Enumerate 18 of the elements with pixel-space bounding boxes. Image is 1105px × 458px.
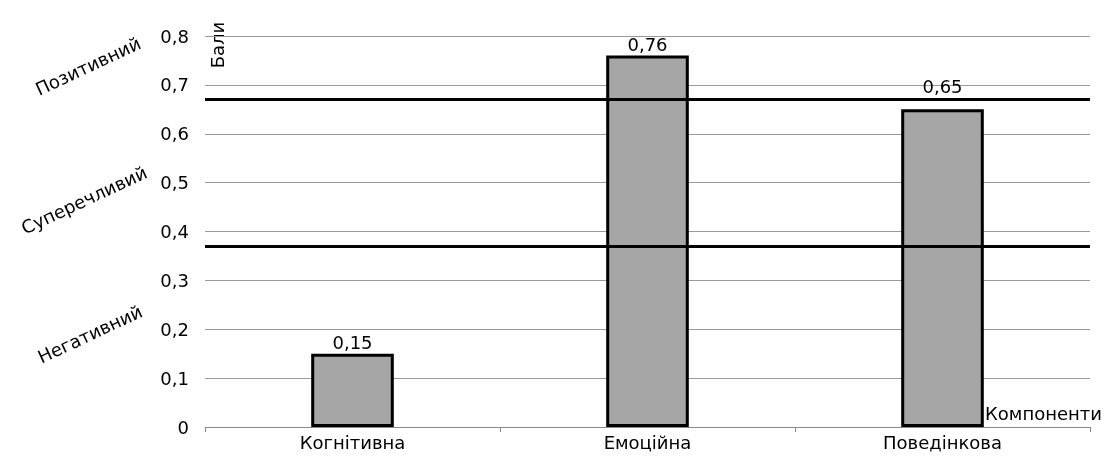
data-label: 0,65: [922, 76, 963, 98]
x-tick-label: Когнітивна: [299, 431, 406, 453]
y-tick-label: 0,1: [160, 367, 189, 389]
y-tick-label: 0: [177, 416, 189, 438]
y-tick-label: 0,8: [160, 25, 189, 47]
x-axis-title: Компоненти: [985, 402, 1102, 424]
x-tick-label: Емоційна: [603, 431, 692, 453]
y-tick-label: 0,6: [160, 123, 189, 145]
bar: [311, 353, 394, 427]
x-tick-label: Поведінкова: [883, 431, 1002, 453]
y-tick-label: 0,4: [160, 221, 189, 242]
y-tick-label: 0,2: [160, 318, 189, 340]
y-axis-title: Бали: [206, 21, 228, 69]
y-tick-label: 0,7: [160, 74, 189, 96]
data-label: 0,15: [332, 332, 373, 354]
y-tick-label: 0,5: [160, 172, 189, 194]
data-label: 0,76: [627, 34, 668, 56]
y-tick-label: 0,3: [160, 269, 189, 291]
